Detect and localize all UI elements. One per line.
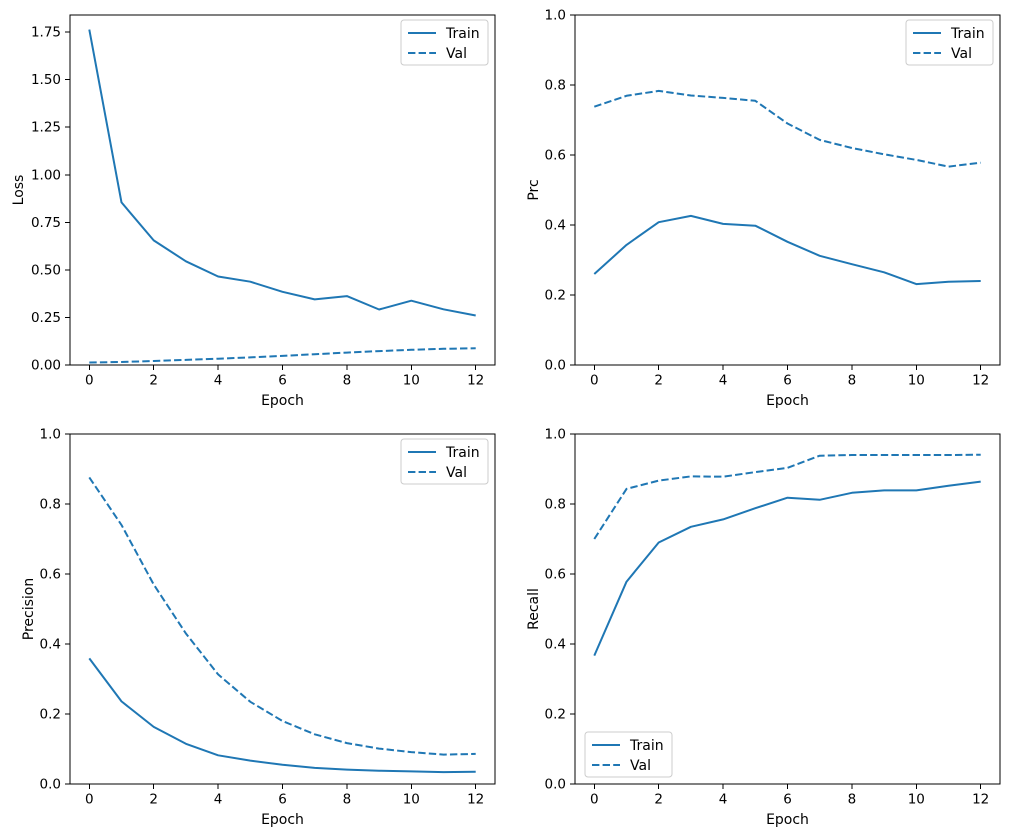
- y-tick-label: 1.00: [31, 167, 61, 183]
- precision-chart-svg: 0 2 4 6 8 10 12 0.0 0.2 0.4 0.6 0.8 1.0 Epoch Precisio…: [21, 427, 496, 828]
- y-tick-label: 1.0: [545, 427, 566, 443]
- y-tick-label: 0.6: [40, 567, 61, 583]
- y-tick-label: 0.4: [545, 637, 566, 653]
- x-tick-label: 4: [214, 373, 223, 389]
- train-line: [593, 214, 981, 286]
- y-tick-label: 0.0: [545, 777, 566, 793]
- train-line: [88, 29, 476, 317]
- x-axis-label: Epoch: [261, 393, 304, 409]
- legend: Train Val: [584, 731, 673, 778]
- legend-train-label: Train: [445, 445, 480, 461]
- x-tick-label: 0: [85, 373, 94, 389]
- plot-area: [574, 433, 1001, 785]
- y-tick-label: 0.75: [31, 215, 61, 231]
- legend-train-label: Train: [445, 26, 480, 42]
- x-tick-label: 12: [467, 792, 484, 808]
- prc-chart: 0 2 4 6 8 10 12 0.0 0.2 0.4 0.6 0.8 1.0 Epoch Prc Train…: [505, 0, 1010, 419]
- legend: Train Val: [400, 438, 489, 485]
- x-tick-label: 10: [908, 792, 925, 808]
- plot-area: [69, 433, 496, 785]
- x-axis-label: Epoch: [766, 812, 809, 828]
- recall-chart-svg: 0 2 4 6 8 10 12 0.0 0.2 0.4 0.6 0.8 1.0 Epoch Recall Tr…: [526, 427, 1001, 828]
- x-tick-label: 0: [590, 373, 599, 389]
- x-tick-label: 6: [783, 373, 792, 389]
- y-axis-label: Precision: [21, 578, 37, 640]
- x-tick-label: 2: [654, 792, 663, 808]
- y-tick-label: 0.0: [545, 358, 566, 374]
- x-tick-label: 6: [278, 792, 287, 808]
- y-tick-label: 0.8: [545, 497, 566, 513]
- legend-train-label: Train: [950, 26, 985, 42]
- precision-chart: 0 2 4 6 8 10 12 0.0 0.2 0.4 0.6 0.8 1.0 Epoch Precisio…: [0, 419, 505, 838]
- x-tick-label: 2: [654, 373, 663, 389]
- legend-train-label: Train: [629, 738, 664, 754]
- y-axis-label: Loss: [11, 175, 27, 206]
- loss-chart-svg: 0 2 4 6 8 10 12 0.00 0.25 0.50 0.75 1.00 1.25 1.50 1.7…: [11, 14, 496, 409]
- x-tick-label: 8: [848, 373, 857, 389]
- x-tick-label: 0: [85, 792, 94, 808]
- x-tick-label: 12: [467, 373, 484, 389]
- val-line: [593, 453, 981, 540]
- x-tick-label: 10: [908, 373, 925, 389]
- legend: Train Val: [905, 19, 994, 66]
- x-tick-label: 10: [403, 373, 420, 389]
- y-axis-label: Recall: [526, 588, 542, 630]
- y-tick-label: 0.2: [545, 288, 566, 304]
- x-tick-label: 4: [214, 792, 223, 808]
- y-tick-label: 0.8: [545, 78, 566, 94]
- x-tick-label: 8: [343, 373, 352, 389]
- x-tick-label: 10: [403, 792, 420, 808]
- prc-chart-svg: 0 2 4 6 8 10 12 0.0 0.2 0.4 0.6 0.8 1.0 Epoch Prc Train…: [526, 8, 1001, 409]
- y-tick-label: 1.75: [31, 25, 61, 41]
- x-axis-label: Epoch: [766, 393, 809, 409]
- legend: Train Val: [400, 19, 489, 66]
- legend-val-label: Val: [446, 46, 467, 62]
- val-line: [593, 89, 981, 168]
- y-tick-label: 0.00: [31, 358, 61, 374]
- y-tick-label: 0.6: [545, 148, 566, 164]
- x-tick-label: 0: [590, 792, 599, 808]
- y-tick-label: 0.4: [40, 637, 61, 653]
- loss-chart: 0 2 4 6 8 10 12 0.00 0.25 0.50 0.75 1.00 1.25 1.50 1.7…: [0, 0, 505, 419]
- legend-val-label: Val: [446, 465, 467, 481]
- y-tick-label: 0.8: [40, 497, 61, 513]
- train-line: [593, 480, 981, 656]
- x-tick-label: 12: [972, 792, 989, 808]
- x-tick-label: 12: [972, 373, 989, 389]
- x-tick-label: 2: [149, 373, 158, 389]
- y-tick-label: 0.25: [31, 310, 61, 326]
- x-tick-label: 6: [783, 792, 792, 808]
- y-tick-label: 0.0: [40, 777, 61, 793]
- y-tick-label: 0.6: [545, 567, 566, 583]
- plot-area: [574, 14, 1001, 366]
- train-line: [88, 657, 476, 774]
- y-tick-label: 1.50: [31, 72, 61, 88]
- y-tick-label: 0.2: [40, 707, 61, 723]
- legend-val-label: Val: [630, 758, 651, 774]
- x-tick-label: 8: [848, 792, 857, 808]
- x-tick-label: 4: [719, 373, 728, 389]
- y-axis-label: Prc: [526, 179, 542, 200]
- y-tick-label: 0.50: [31, 262, 61, 278]
- x-tick-label: 6: [278, 373, 287, 389]
- y-tick-label: 1.0: [545, 8, 566, 24]
- plot-area: [69, 14, 496, 366]
- recall-chart: 0 2 4 6 8 10 12 0.0 0.2 0.4 0.6 0.8 1.0 Epoch Recall Tr…: [505, 419, 1010, 838]
- x-tick-label: 8: [343, 792, 352, 808]
- y-tick-label: 0.4: [545, 218, 566, 234]
- x-axis-label: Epoch: [261, 812, 304, 828]
- val-line: [89, 347, 476, 364]
- y-tick-label: 0.2: [545, 707, 566, 723]
- val-line: [88, 476, 476, 756]
- y-tick-label: 1.25: [31, 120, 61, 136]
- x-tick-label: 4: [719, 792, 728, 808]
- x-tick-label: 2: [149, 792, 158, 808]
- legend-val-label: Val: [951, 46, 972, 62]
- y-tick-label: 1.0: [40, 427, 61, 443]
